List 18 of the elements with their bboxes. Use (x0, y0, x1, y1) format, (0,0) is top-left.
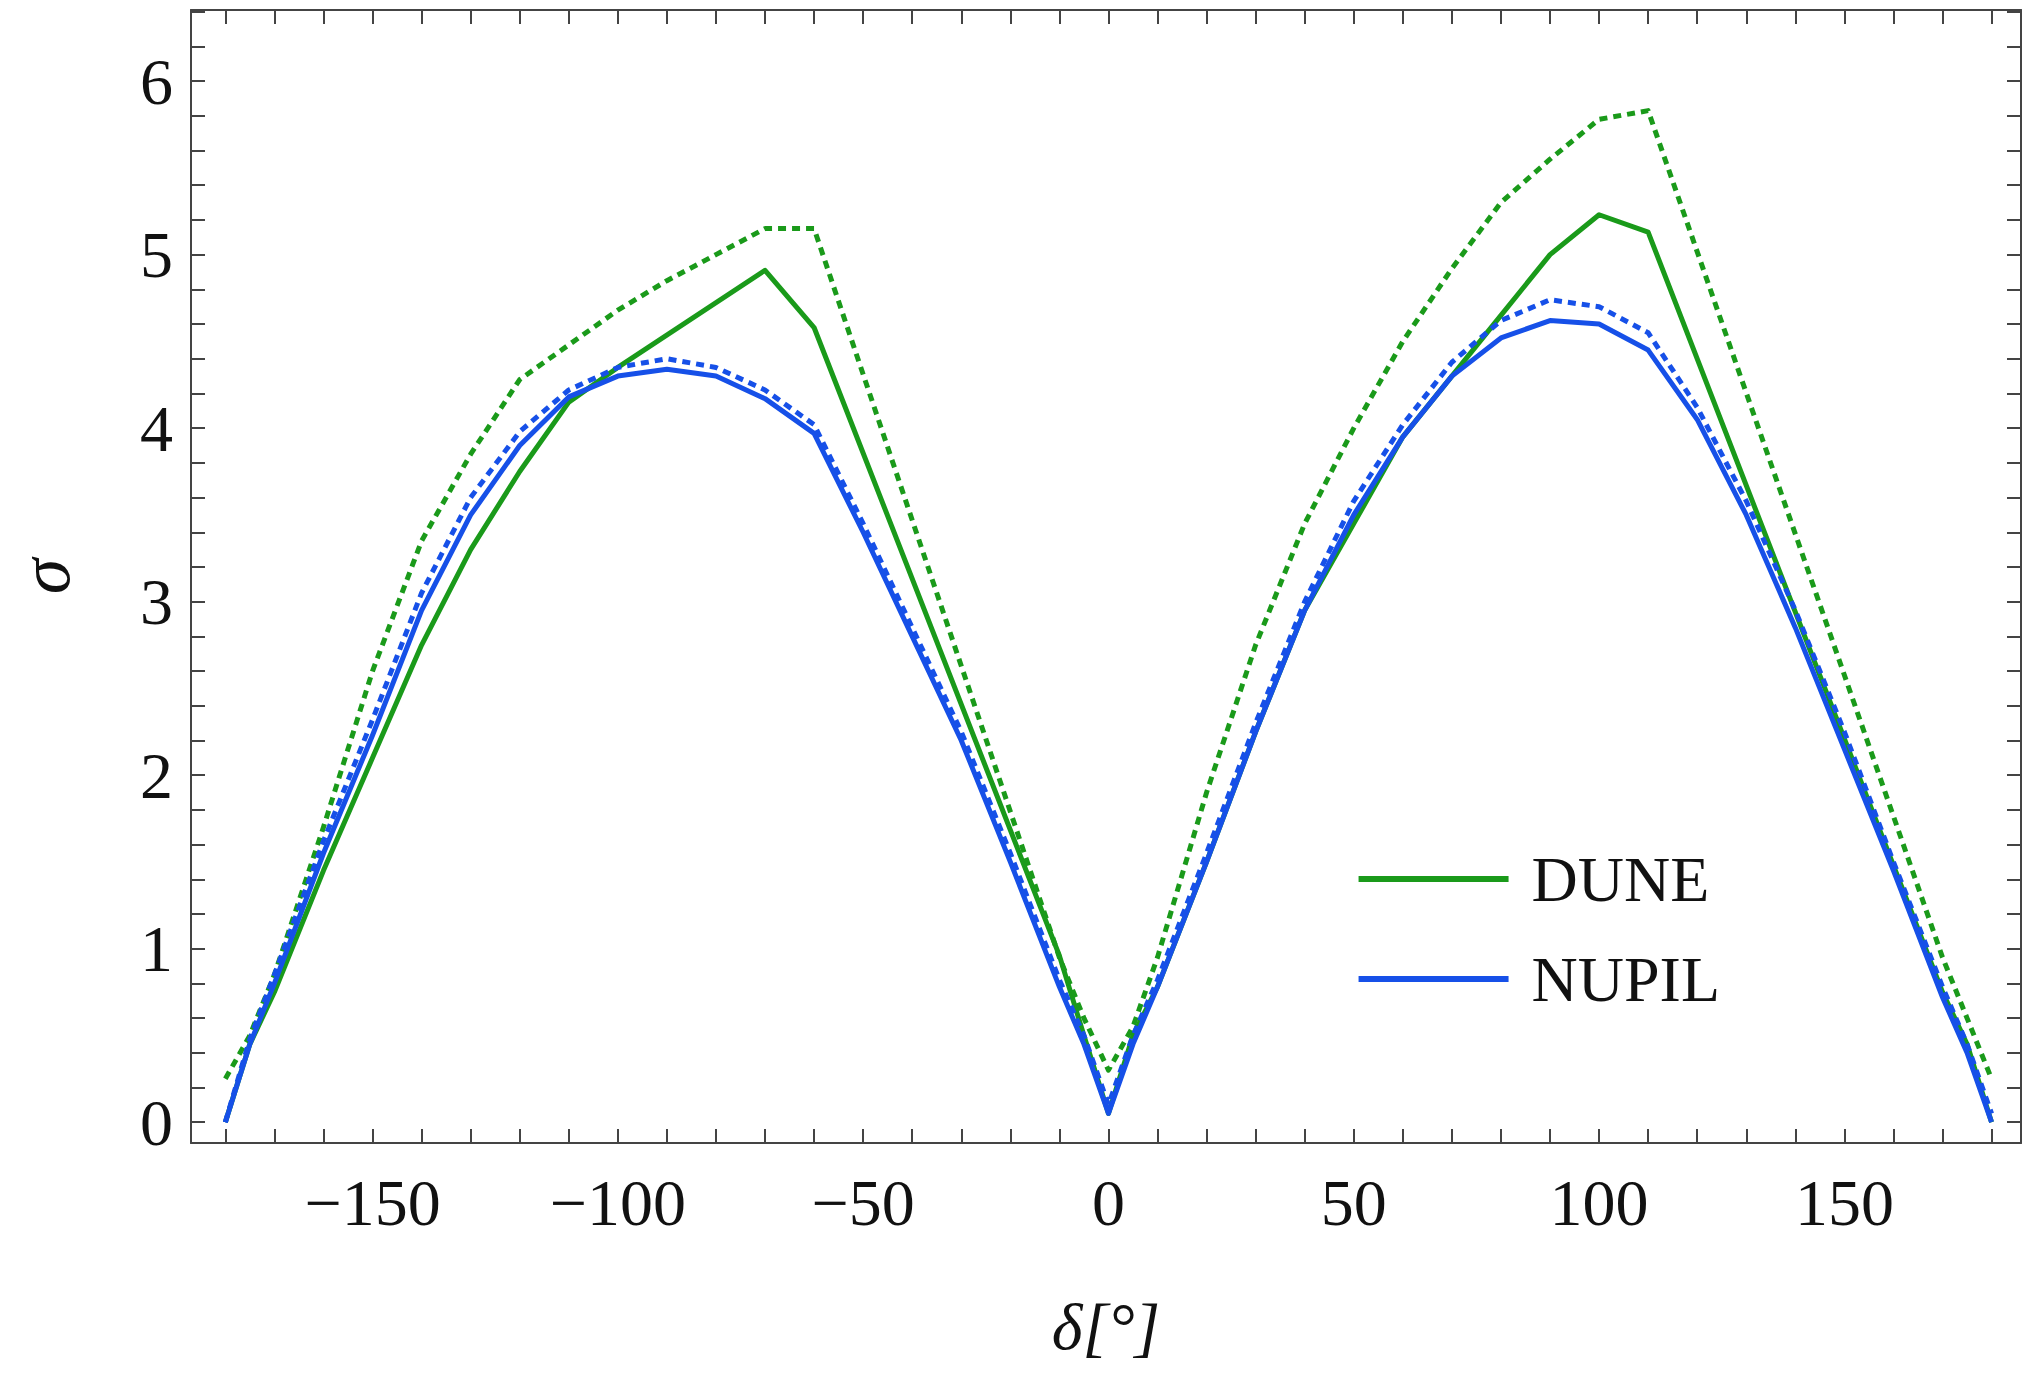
y-tick-label: 0 (140, 1085, 173, 1159)
y-tick-label: 6 (140, 44, 173, 118)
y-tick-label: 2 (140, 738, 173, 812)
x-tick-label: −150 (304, 1165, 441, 1239)
legend-label: DUNE (1531, 843, 1710, 915)
x-tick-label: 50 (1320, 1165, 1387, 1239)
legend-label: NUPIL (1531, 943, 1720, 1015)
y-axis-title: σ (5, 556, 85, 595)
x-tick-label: 0 (1091, 1165, 1125, 1239)
y-tick-label: 1 (140, 912, 173, 986)
y-tick-label: 3 (140, 565, 173, 639)
x-axis-title: δ[°] (1051, 1289, 1161, 1363)
x-tick-label: 100 (1549, 1165, 1649, 1239)
y-tick-label: 4 (140, 391, 173, 465)
x-tick-label: −100 (549, 1165, 686, 1239)
x-tick-label: −50 (811, 1165, 915, 1239)
x-tick-label: 150 (1794, 1165, 1894, 1239)
y-tick-label: 5 (140, 218, 173, 292)
